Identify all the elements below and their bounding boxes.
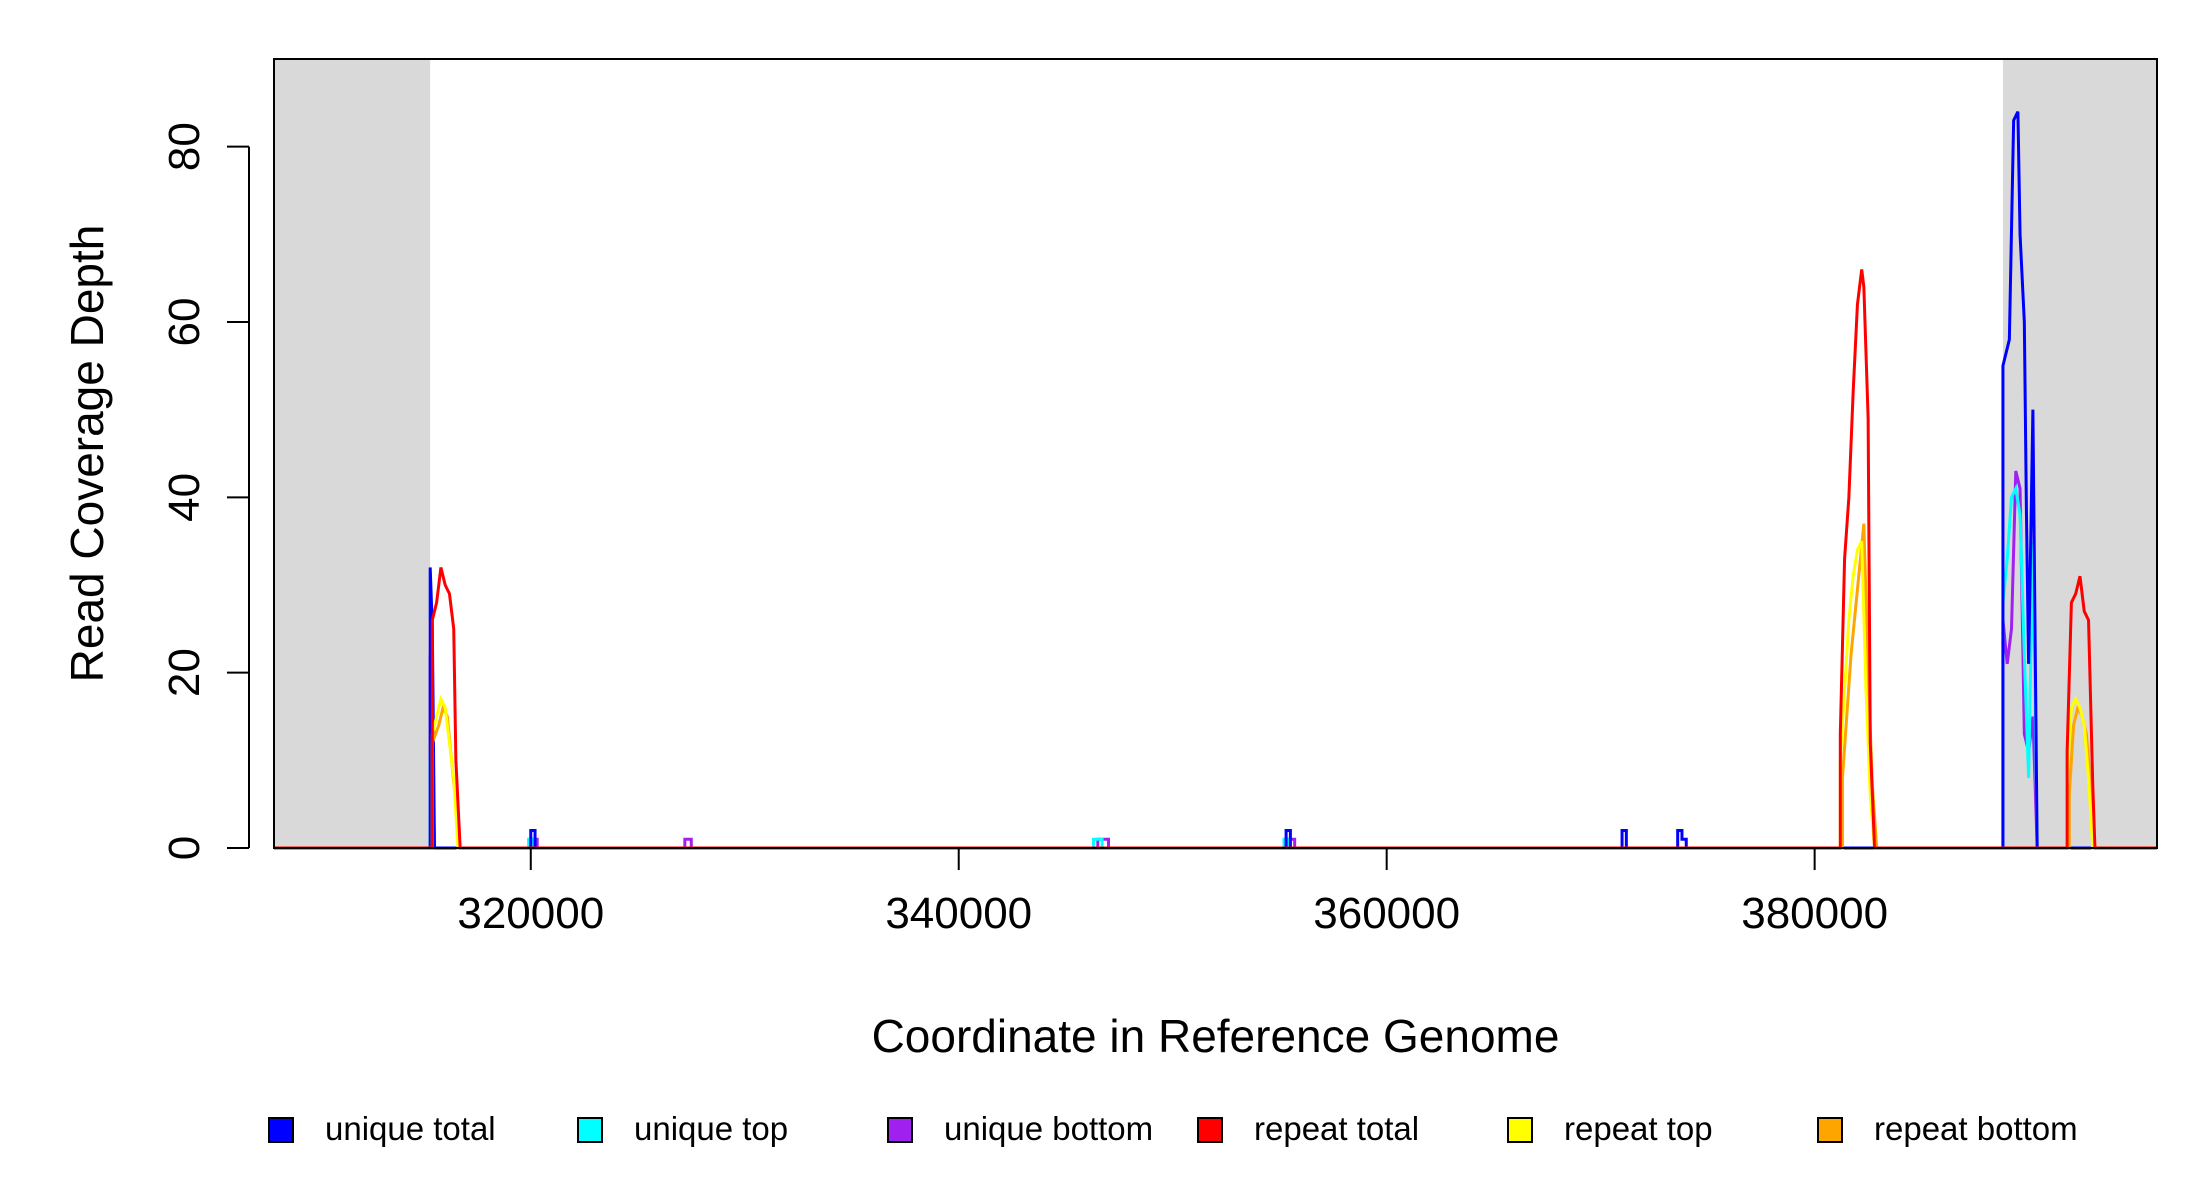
x-tick-label: 340000 — [885, 889, 1032, 938]
y-axis-title: Read Coverage Depth — [61, 225, 113, 683]
legend-label: repeat total — [1254, 1110, 1419, 1147]
y-tick-label: 40 — [160, 473, 209, 522]
y-tick-label: 0 — [160, 836, 209, 860]
shaded-regions — [274, 59, 2157, 848]
series-line-repeat-top — [274, 540, 2157, 850]
legend-label: unique top — [634, 1110, 788, 1147]
legend-swatch — [1817, 1117, 1843, 1143]
x-axis-title: Coordinate in Reference Genome — [872, 1010, 1560, 1062]
legend-label: repeat bottom — [1874, 1110, 2078, 1147]
legend-swatch — [1507, 1117, 1533, 1143]
y-tick-label: 80 — [160, 122, 209, 171]
x-tick-label: 380000 — [1741, 889, 1888, 938]
legend-swatch — [887, 1117, 913, 1143]
series-line-repeat-total — [274, 269, 2157, 850]
series-line-unique-bottom — [274, 470, 2157, 850]
legend-swatch — [268, 1117, 294, 1143]
y-tick-label: 20 — [160, 648, 209, 697]
shaded-region — [274, 59, 431, 848]
y-tick-label: 60 — [160, 298, 209, 347]
plot-frame — [273, 58, 2158, 849]
legend-label: unique bottom — [944, 1110, 1153, 1147]
legend-label: unique total — [325, 1110, 496, 1147]
legend-swatch — [1197, 1117, 1223, 1143]
legend-swatch — [577, 1117, 603, 1143]
x-tick-label: 360000 — [1313, 889, 1460, 938]
x-axis: 320000 340000 360000 380000 — [457, 847, 1888, 938]
series-line-unique-top — [274, 483, 2157, 850]
x-tick-label: 320000 — [457, 889, 604, 938]
series-line-unique-total — [274, 110, 2157, 850]
legend: unique total unique top unique bottom repea… — [268, 1110, 2078, 1147]
series-lines — [274, 110, 2157, 850]
y-axis: 0 20 40 60 80 — [160, 122, 250, 860]
legend-label: repeat top — [1564, 1110, 1713, 1147]
series-line-repeat-bottom — [274, 523, 2157, 850]
